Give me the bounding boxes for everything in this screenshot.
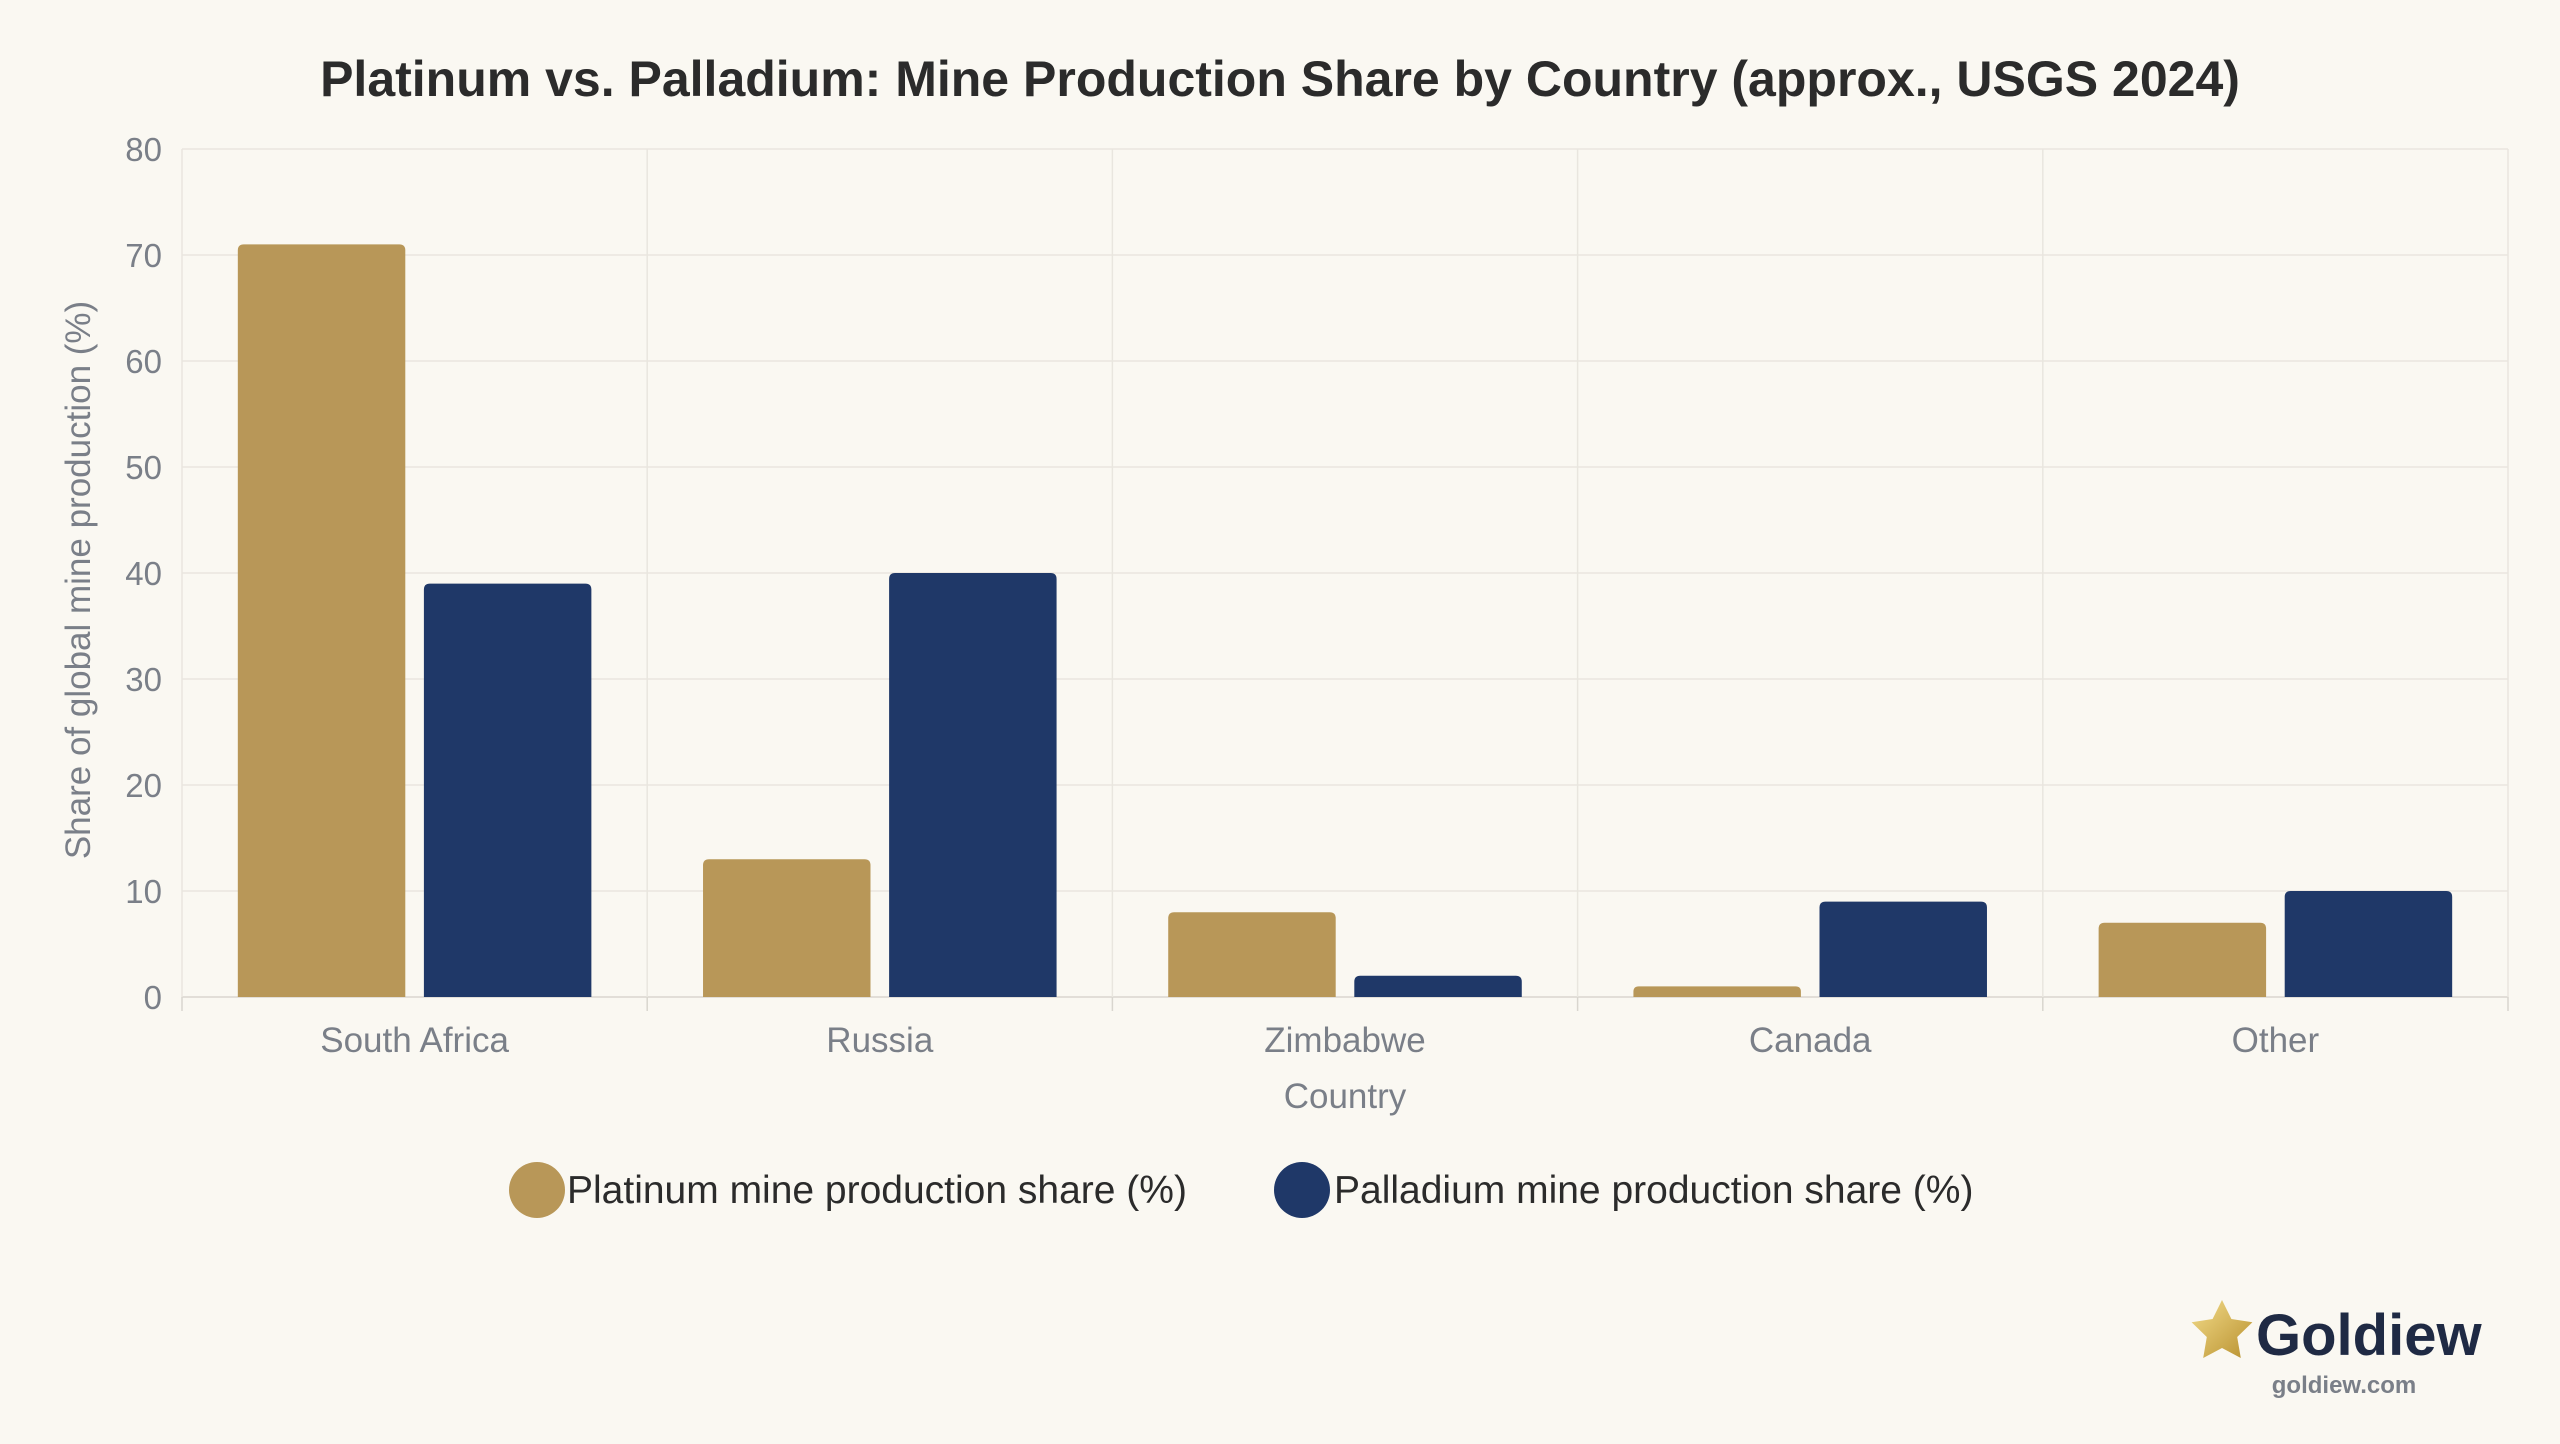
x-tick-label: Canada: [1749, 1021, 1872, 1060]
y-tick-label: 20: [125, 767, 162, 804]
palladium-bar-south-africa: [423, 583, 592, 997]
palladium-bar-zimbabwe: [1354, 975, 1522, 997]
legend-label: Palladium mine production share (%): [1334, 1169, 1973, 1212]
y-axis-label: Share of global mine production (%): [59, 301, 98, 859]
y-tick-label: 30: [125, 661, 162, 698]
brand-logo: Goldiew goldiew.com: [2191, 1300, 2482, 1399]
x-axis-label: Country: [1284, 1077, 1407, 1116]
platinum-bar-canada: [1633, 986, 1801, 997]
y-tick-label: 70: [125, 237, 162, 274]
brand-name: Goldiew: [2256, 1303, 2482, 1368]
palladium-bar-other: [2284, 891, 2453, 997]
chart-title: Platinum vs. Palladium: Mine Production …: [320, 51, 2240, 107]
y-tick-label: 60: [125, 343, 162, 380]
legend: Platinum mine production share (%) Pallad…: [509, 1162, 1973, 1218]
x-tick-label: Other: [2232, 1021, 2320, 1060]
x-tick-label: Zimbabwe: [1264, 1021, 1425, 1060]
palladium-bar-canada: [1819, 901, 1987, 997]
platinum-bar-zimbabwe: [1168, 912, 1336, 997]
legend-swatch: [1274, 1162, 1330, 1218]
platinum-bar-other: [2098, 922, 2267, 997]
star-icon: [2191, 1300, 2253, 1358]
palladium-bar-russia: [889, 573, 1057, 997]
platinum-bar-south-africa: [237, 244, 406, 997]
y-tick-label: 10: [125, 873, 162, 910]
platinum-bar-russia: [703, 859, 871, 997]
x-tick-label: South Africa: [320, 1021, 509, 1060]
x-tick-label: Russia: [826, 1021, 934, 1060]
axes: 0 10 20 30 40 50 60 70 80 South Africa Russia Zimba…: [125, 131, 2509, 1060]
y-tick-label: 50: [125, 449, 162, 486]
legend-label: Platinum mine production share (%): [567, 1169, 1187, 1212]
y-tick-label: 0: [144, 979, 162, 1016]
legend-swatch: [509, 1162, 565, 1218]
brand-url: goldiew.com: [2272, 1372, 2416, 1399]
y-tick-label: 40: [125, 555, 162, 592]
y-tick-label: 80: [125, 131, 162, 168]
bars: [237, 244, 2453, 997]
